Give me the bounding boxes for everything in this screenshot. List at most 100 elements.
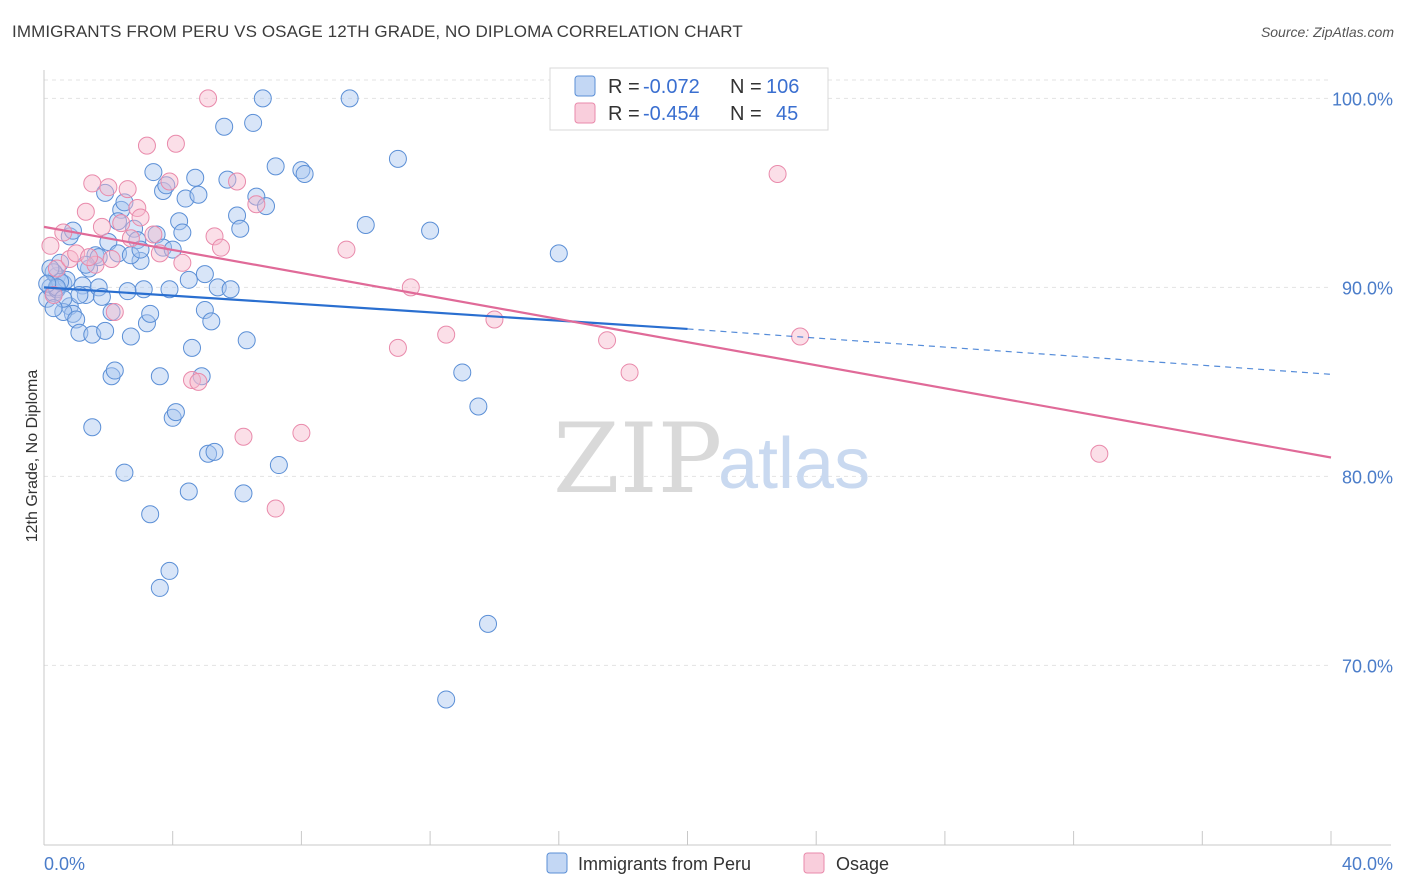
osage-point-1 — [47, 259, 66, 278]
osage-point-25 — [199, 89, 218, 108]
legend-r-label-1: R = — [608, 76, 640, 98]
series-legend-swatch-peru — [546, 852, 568, 874]
osage-point-26 — [205, 227, 224, 246]
osage-point-29 — [234, 427, 253, 446]
peru-point-38 — [150, 367, 169, 386]
peru-point-74 — [388, 149, 407, 168]
peru-point-53 — [199, 444, 218, 463]
peru-point-45 — [173, 223, 192, 242]
peru-point-59 — [221, 280, 240, 299]
osage-point-24 — [189, 372, 208, 391]
peru-point-75 — [421, 221, 440, 240]
peru-point-86 — [83, 418, 102, 437]
osage-point-0 — [41, 236, 60, 255]
legend-r-value-2: -0.454 — [643, 103, 700, 125]
legend-r-label-2: R = — [608, 103, 640, 125]
peru-point-64 — [244, 113, 263, 132]
y-tick-label-2: 90.0% — [1342, 278, 1393, 298]
legend-swatch-blue — [574, 75, 596, 97]
peru-point-65 — [247, 187, 266, 206]
peru-point-23 — [102, 367, 121, 386]
peru-point-60 — [228, 206, 247, 225]
chart-title: IMMIGRANTS FROM PERU VS OSAGE 12TH GRADE… — [12, 22, 743, 41]
y-tick-labels: 70.0% 80.0% 90.0% 100.0% — [1332, 89, 1393, 676]
x-tick-labels: 0.0% 40.0% — [44, 854, 1393, 874]
stats-legend: R = -0.072 N = 106 R = -0.454 N = 45 — [549, 67, 829, 131]
osage-point-17 — [137, 136, 156, 155]
osage-point-13 — [118, 180, 137, 199]
peru-point-35 — [141, 304, 160, 323]
peru-point-49 — [186, 168, 205, 187]
peru-point-44 — [170, 212, 189, 231]
peru-point-103 — [96, 183, 115, 202]
peru-point-20 — [92, 287, 111, 306]
grid-lines — [44, 79, 1331, 666]
osage-point-27 — [211, 238, 230, 257]
stats-legend-box — [549, 67, 829, 131]
peru-point-54 — [202, 312, 221, 331]
peru-point-73 — [356, 216, 375, 234]
y-tick-label-3: 100.0% — [1332, 89, 1393, 109]
osage-point-7 — [86, 255, 105, 274]
peru-point-48 — [183, 338, 202, 357]
peru-point-50 — [189, 185, 208, 204]
axes — [43, 70, 1391, 846]
peru-point-28 — [118, 282, 137, 301]
peru-point-80 — [549, 244, 568, 263]
osage-point-6 — [83, 174, 102, 193]
legend-n-label-2: N = — [730, 103, 762, 125]
peru-point-102 — [44, 299, 63, 318]
series-legend-swatch-osage — [803, 852, 825, 874]
series-legend-label-peru: Immigrants from Peru — [578, 854, 751, 874]
peru-point-95 — [195, 265, 214, 284]
peru-point-97 — [54, 289, 73, 308]
osage-point-39 — [620, 363, 639, 382]
y-axis-label: 12th Grade, No Diploma — [24, 370, 41, 543]
osage-point-15 — [128, 198, 147, 217]
trendline-peru-extension — [687, 328, 1332, 375]
legend-n-value-1: 106 — [766, 76, 799, 98]
peru-point-43 — [166, 403, 185, 422]
y-tick-label-1: 80.0% — [1342, 467, 1393, 487]
peru-point-79 — [437, 690, 456, 709]
osage-point-9 — [99, 178, 118, 197]
peru-point-61 — [231, 219, 250, 238]
peru-point-83 — [160, 561, 179, 580]
peru-point-52 — [195, 301, 214, 320]
osage-point-22 — [173, 253, 192, 272]
osage-point-2 — [54, 223, 73, 242]
osage-point-8 — [92, 217, 111, 236]
data-points — [38, 89, 1109, 709]
legend-r-value-1: -0.072 — [643, 76, 700, 98]
peru-point-57 — [215, 117, 234, 136]
trend-lines — [43, 225, 1332, 459]
osage-point-18 — [144, 225, 163, 244]
peru-point-34 — [137, 314, 156, 333]
peru-point-78 — [479, 614, 498, 633]
peru-point-55 — [205, 442, 224, 461]
osage-point-40 — [768, 164, 787, 183]
series-legend: Immigrants from Peru Osage — [546, 852, 889, 874]
peru-point-84 — [150, 578, 169, 597]
osage-point-30 — [247, 195, 266, 214]
x-tick-label-0: 0.0% — [44, 854, 85, 874]
peru-point-47 — [179, 270, 198, 289]
peru-point-87 — [109, 212, 128, 231]
peru-point-39 — [154, 181, 173, 200]
peru-point-69 — [269, 456, 288, 475]
peru-point-82 — [179, 482, 198, 501]
osage-point-16 — [131, 208, 150, 227]
osage-point-36 — [437, 325, 456, 344]
peru-point-72 — [340, 89, 359, 108]
osage-point-37 — [485, 310, 504, 329]
chart-source: Source: ZipAtlas.com — [1260, 24, 1394, 40]
osage-point-23 — [183, 371, 202, 389]
osage-point-33 — [337, 240, 356, 259]
osage-point-10 — [102, 250, 121, 269]
peru-point-85 — [115, 463, 134, 482]
peru-point-66 — [253, 89, 272, 108]
legend-swatch-pink — [574, 102, 596, 124]
y-tick-label-0: 70.0% — [1342, 656, 1393, 676]
osage-point-42 — [1090, 444, 1109, 463]
